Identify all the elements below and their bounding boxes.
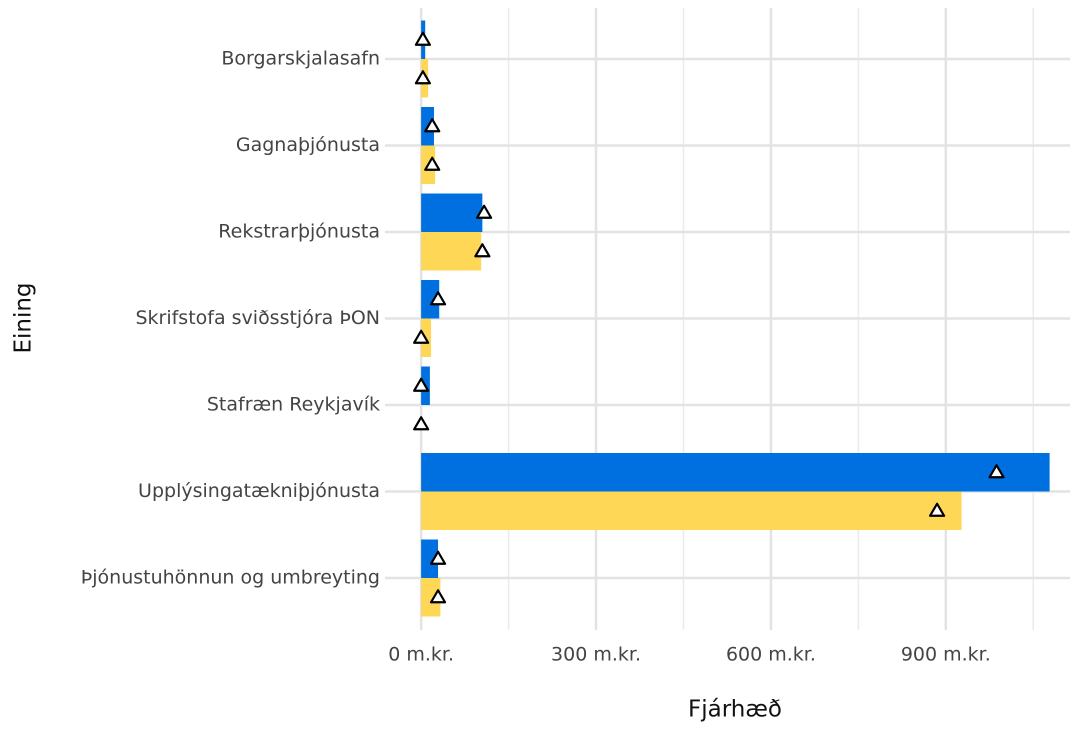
y-tick-label: Gagnaþjónusta (236, 134, 380, 156)
y-tick-label: Rekstrarþjónusta (218, 221, 380, 243)
marker (413, 377, 430, 392)
marker (429, 291, 447, 306)
marker (429, 550, 447, 565)
marker (413, 416, 430, 431)
bar (421, 539, 439, 578)
x-axis-title: Fjárhæð (688, 697, 782, 723)
bar (421, 578, 441, 617)
x-tick-label: 600 m.kr. (726, 644, 816, 666)
bar (421, 193, 483, 232)
y-tick-label: Borgarskjalasafn (221, 48, 380, 70)
bar (421, 232, 482, 271)
marker (424, 118, 441, 133)
marker (988, 464, 1005, 479)
y-tick-label: Þjónustuhönnun og umbreyting (81, 567, 380, 589)
marker (424, 156, 441, 171)
bar (421, 453, 1050, 492)
y-tick-label: Stafræn Reykjavík (207, 394, 380, 416)
y-axis-title: Eining (11, 282, 37, 353)
y-tick-label: Upplýsingatækniþjónusta (138, 480, 380, 502)
x-tick-label: 0 m.kr. (388, 644, 454, 666)
x-tick-label: 900 m.kr. (901, 644, 991, 666)
marker (474, 243, 491, 258)
x-tick-label: 300 m.kr. (551, 644, 641, 666)
marker (429, 589, 447, 604)
marker (928, 502, 946, 517)
marker (414, 70, 431, 85)
bar (421, 491, 962, 530)
marker (476, 204, 493, 219)
marker (414, 31, 431, 46)
y-tick-label: Skrifstofa sviðsstjóra ÞON (135, 307, 380, 329)
bar (421, 280, 440, 319)
marker (413, 329, 430, 344)
